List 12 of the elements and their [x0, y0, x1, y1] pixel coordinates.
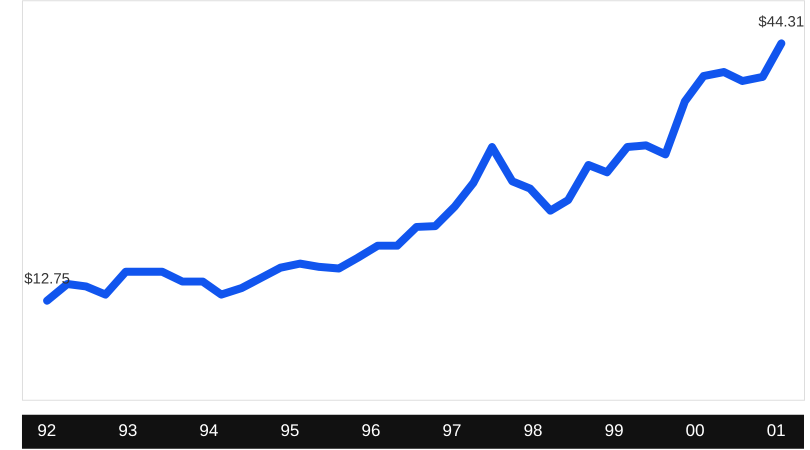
data-label: $44.31 — [758, 13, 804, 30]
data-label: $12.75 — [24, 270, 70, 288]
x-tick-label: 97 — [442, 421, 462, 440]
x-tick-label: 95 — [280, 421, 300, 440]
x-tick-label: 98 — [524, 421, 542, 440]
x-tick-label: 96 — [362, 421, 380, 440]
x-tick-label: 99 — [604, 421, 624, 440]
x-tick-label: 94 — [199, 421, 218, 440]
x-tick-label: 00 — [686, 421, 705, 440]
x-tick-label: 92 — [37, 421, 56, 440]
x-tick-label: 93 — [118, 421, 138, 440]
x-tick-label: 01 — [766, 421, 786, 440]
